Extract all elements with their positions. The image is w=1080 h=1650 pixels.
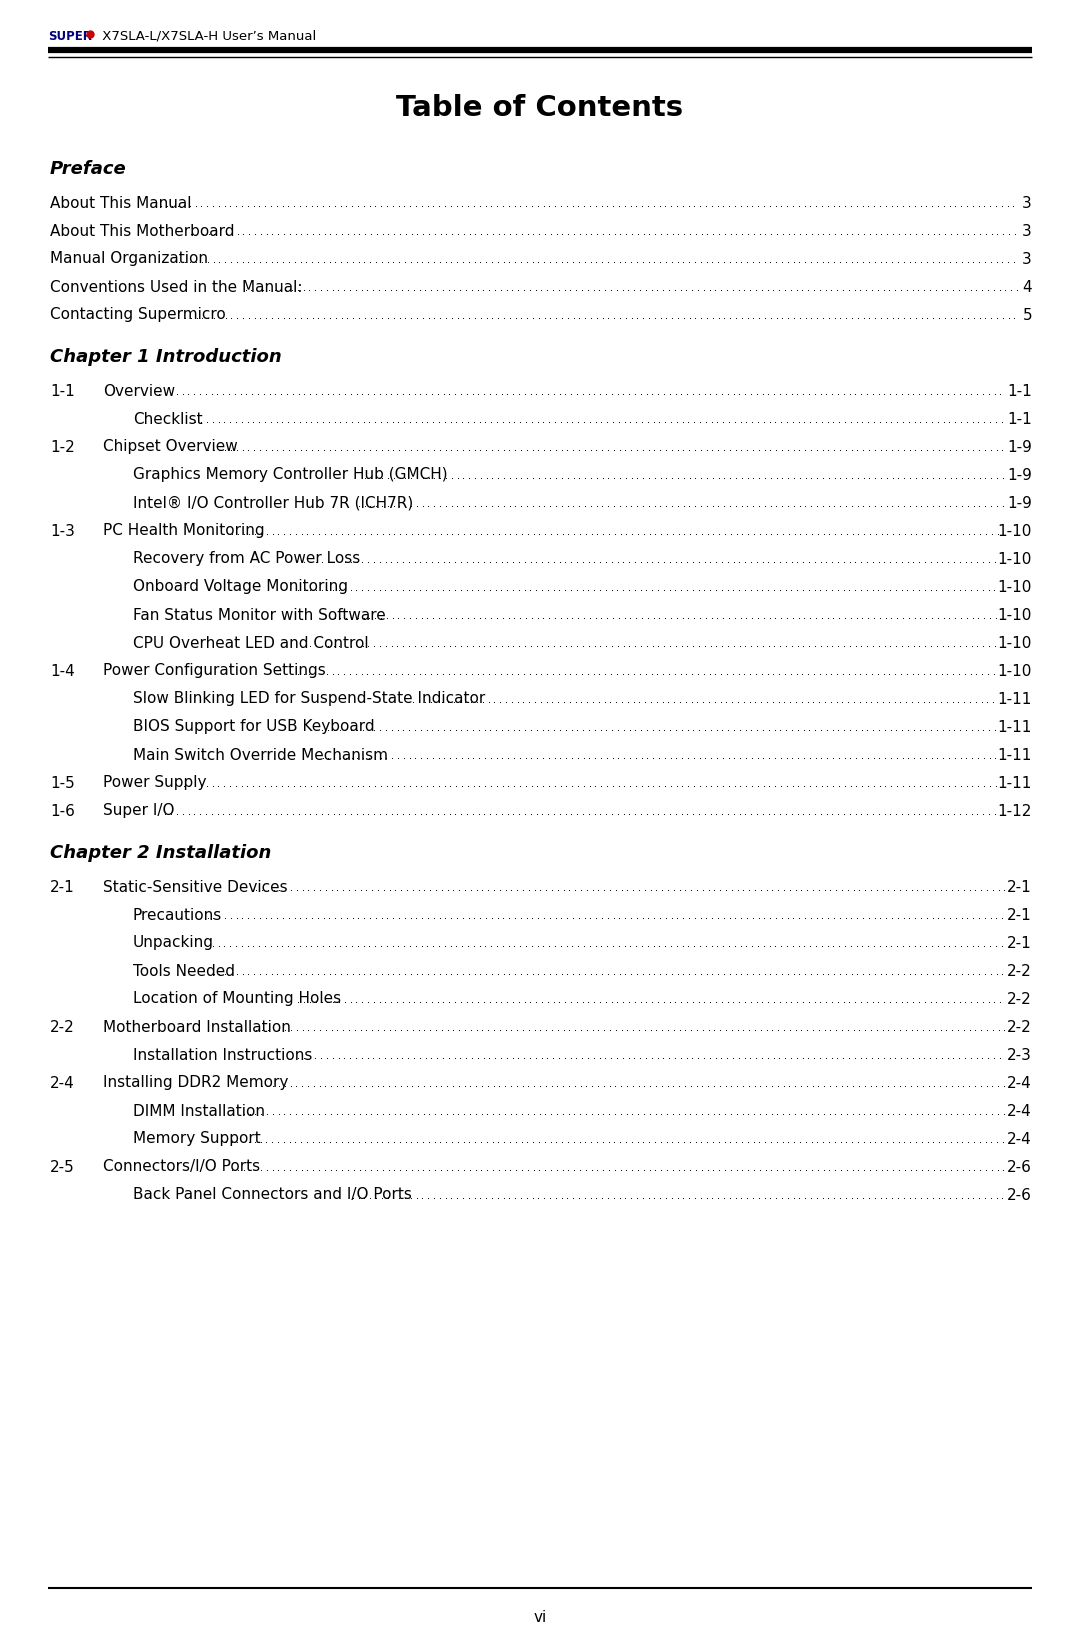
Text: Installation Instructions: Installation Instructions xyxy=(133,1048,312,1063)
Text: Unpacking: Unpacking xyxy=(133,936,214,950)
Text: Recovery from AC Power Loss: Recovery from AC Power Loss xyxy=(133,551,361,566)
Text: Main Switch Override Mechanism: Main Switch Override Mechanism xyxy=(133,747,388,762)
Text: 2-4: 2-4 xyxy=(1008,1104,1032,1119)
Text: Slow Blinking LED for Suspend-State Indicator: Slow Blinking LED for Suspend-State Indi… xyxy=(133,691,485,706)
Text: 2-4: 2-4 xyxy=(50,1076,75,1091)
Text: Preface: Preface xyxy=(50,160,126,178)
Text: Tools Needed: Tools Needed xyxy=(133,964,235,978)
Text: 1-5: 1-5 xyxy=(50,776,75,790)
Text: 1-4: 1-4 xyxy=(50,663,75,678)
Text: 2-1: 2-1 xyxy=(1008,879,1032,894)
Text: BIOS Support for USB Keyboard: BIOS Support for USB Keyboard xyxy=(133,719,375,734)
Text: Manual Organization: Manual Organization xyxy=(50,251,208,267)
Text: 1-1: 1-1 xyxy=(50,383,75,399)
Text: 3: 3 xyxy=(1023,195,1032,211)
Text: 4: 4 xyxy=(1023,279,1032,294)
Text: vi: vi xyxy=(534,1610,546,1625)
Text: Back Panel Connectors and I/O Ports: Back Panel Connectors and I/O Ports xyxy=(133,1188,411,1203)
Text: 1-10: 1-10 xyxy=(998,635,1032,650)
Text: Precautions: Precautions xyxy=(133,908,222,922)
Text: 1-6: 1-6 xyxy=(50,804,75,818)
Text: 2-6: 2-6 xyxy=(1008,1188,1032,1203)
Text: 2-3: 2-3 xyxy=(1008,1048,1032,1063)
Text: 2-2: 2-2 xyxy=(1008,1020,1032,1035)
Text: 1-2: 1-2 xyxy=(50,439,75,454)
Text: Super I/O: Super I/O xyxy=(103,804,175,818)
Text: Power Supply: Power Supply xyxy=(103,776,206,790)
Text: 1-9: 1-9 xyxy=(1008,439,1032,454)
Text: 1-10: 1-10 xyxy=(998,523,1032,538)
Text: Motherboard Installation: Motherboard Installation xyxy=(103,1020,291,1035)
Text: Fan Status Monitor with Software: Fan Status Monitor with Software xyxy=(133,607,386,622)
Text: 2-5: 2-5 xyxy=(50,1160,75,1175)
Text: 5: 5 xyxy=(1023,307,1032,322)
Text: 1-10: 1-10 xyxy=(998,663,1032,678)
Text: 1-10: 1-10 xyxy=(998,551,1032,566)
Text: 1-1: 1-1 xyxy=(1008,383,1032,399)
Text: 1-11: 1-11 xyxy=(998,747,1032,762)
Text: 1-12: 1-12 xyxy=(998,804,1032,818)
Text: X7SLA-L/X7SLA-H User’s Manual: X7SLA-L/X7SLA-H User’s Manual xyxy=(98,30,316,43)
Text: About This Motherboard: About This Motherboard xyxy=(50,223,234,239)
Text: 1-11: 1-11 xyxy=(998,691,1032,706)
Text: Checklist: Checklist xyxy=(133,411,203,426)
Text: 2-2: 2-2 xyxy=(1008,964,1032,978)
Text: Conventions Used in the Manual:: Conventions Used in the Manual: xyxy=(50,279,302,294)
Text: 1-3: 1-3 xyxy=(50,523,75,538)
Text: Connectors/I/O Ports: Connectors/I/O Ports xyxy=(103,1160,260,1175)
Text: 2-1: 2-1 xyxy=(50,879,75,894)
Text: Graphics Memory Controller Hub (GMCH): Graphics Memory Controller Hub (GMCH) xyxy=(133,467,447,482)
Text: 2-4: 2-4 xyxy=(1008,1076,1032,1091)
Text: DIMM Installation: DIMM Installation xyxy=(133,1104,265,1119)
Text: Overview: Overview xyxy=(103,383,175,399)
Text: 1-11: 1-11 xyxy=(998,719,1032,734)
Text: 2-2: 2-2 xyxy=(50,1020,75,1035)
Text: 2-6: 2-6 xyxy=(1008,1160,1032,1175)
Text: 2-2: 2-2 xyxy=(1008,992,1032,1006)
Text: 2-4: 2-4 xyxy=(1008,1132,1032,1147)
Text: 1-10: 1-10 xyxy=(998,607,1032,622)
Text: Static-Sensitive Devices: Static-Sensitive Devices xyxy=(103,879,287,894)
Text: 2-1: 2-1 xyxy=(1008,908,1032,922)
Text: 3: 3 xyxy=(1023,223,1032,239)
Text: About This Manual: About This Manual xyxy=(50,195,191,211)
Text: Memory Support: Memory Support xyxy=(133,1132,260,1147)
Text: Onboard Voltage Monitoring: Onboard Voltage Monitoring xyxy=(133,579,348,594)
Text: Table of Contents: Table of Contents xyxy=(396,94,684,122)
Text: SUPER: SUPER xyxy=(48,30,92,43)
Text: 1-11: 1-11 xyxy=(998,776,1032,790)
Text: Location of Mounting Holes: Location of Mounting Holes xyxy=(133,992,341,1006)
Text: 3: 3 xyxy=(1023,251,1032,267)
Text: 2-1: 2-1 xyxy=(1008,936,1032,950)
Text: Installing DDR2 Memory: Installing DDR2 Memory xyxy=(103,1076,288,1091)
Text: 1-10: 1-10 xyxy=(998,579,1032,594)
Text: CPU Overheat LED and Control: CPU Overheat LED and Control xyxy=(133,635,368,650)
Text: 1-1: 1-1 xyxy=(1008,411,1032,426)
Text: Chapter 2 Installation: Chapter 2 Installation xyxy=(50,845,271,861)
Text: Contacting Supermicro: Contacting Supermicro xyxy=(50,307,226,322)
Text: Chipset Overview: Chipset Overview xyxy=(103,439,238,454)
Text: PC Health Monitoring: PC Health Monitoring xyxy=(103,523,265,538)
Text: Chapter 1 Introduction: Chapter 1 Introduction xyxy=(50,348,282,366)
Text: 1-9: 1-9 xyxy=(1008,467,1032,482)
Text: Power Configuration Settings: Power Configuration Settings xyxy=(103,663,326,678)
Text: 1-9: 1-9 xyxy=(1008,495,1032,510)
Text: Intel® I/O Controller Hub 7R (ICH7R): Intel® I/O Controller Hub 7R (ICH7R) xyxy=(133,495,414,510)
